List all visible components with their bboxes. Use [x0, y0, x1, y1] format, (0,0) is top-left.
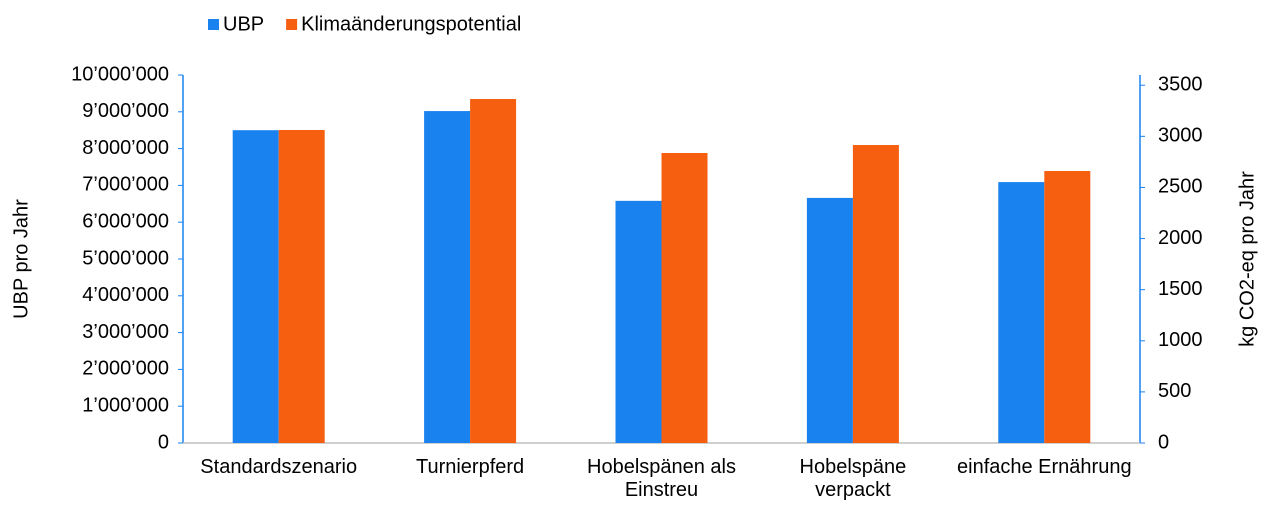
- x-tick-label: Hobelspänen als Einstreu: [587, 456, 736, 501]
- y2-tick-label: 1000: [1158, 329, 1203, 351]
- y2-tick-label: 500: [1158, 380, 1191, 402]
- y-tick-label: 6’000’000: [82, 210, 169, 232]
- y-tick-label: 4’000’000: [82, 284, 169, 306]
- y-tick-label: 3’000’000: [82, 321, 169, 343]
- y2-tick-label: 2000: [1158, 227, 1203, 249]
- y2-axis-title: kg CO2-eq pro Jahr: [1236, 171, 1258, 347]
- legend-swatch: [208, 19, 219, 30]
- legend-label: Klimaänderungspotential: [301, 13, 521, 35]
- bar: [806, 197, 853, 443]
- y-axis-title: UBP pro Jahr: [10, 199, 32, 319]
- legend-label: UBP: [223, 13, 264, 35]
- bar: [424, 111, 471, 444]
- bar: [998, 182, 1045, 443]
- bar: [615, 200, 662, 443]
- x-tick-label: einfache Ernährung: [957, 456, 1132, 478]
- bar: [1044, 170, 1091, 443]
- y2-tick-label: 0: [1158, 431, 1169, 453]
- y-tick-label: 0: [158, 431, 169, 453]
- y-tick-label: 8’000’000: [82, 137, 169, 159]
- y2-tick-label: 1500: [1158, 278, 1203, 300]
- x-tick-label: Hobelspäne verpackt: [799, 456, 907, 501]
- y-tick-label: 9’000’000: [82, 100, 169, 122]
- x-tick-label: Turnierpferd: [415, 456, 525, 478]
- bar: [278, 129, 325, 444]
- x-tick-label: Standardszenario: [200, 456, 358, 478]
- bar: [661, 152, 708, 444]
- bar: [852, 145, 899, 443]
- y-tick-label: 5’000’000: [82, 247, 169, 269]
- legend-swatch: [286, 19, 298, 30]
- y2-tick-label: 3000: [1158, 125, 1203, 147]
- bar: [232, 130, 279, 443]
- y2-tick-label: 3500: [1158, 74, 1203, 96]
- y-tick-label: 1’000’000: [82, 394, 169, 416]
- y-tick-label: 7’000’000: [82, 174, 169, 196]
- y-tick-label: 10’000’000: [71, 63, 169, 85]
- bar: [470, 99, 517, 444]
- y2-tick-label: 2500: [1158, 176, 1203, 198]
- y-tick-label: 2’000’000: [82, 358, 169, 380]
